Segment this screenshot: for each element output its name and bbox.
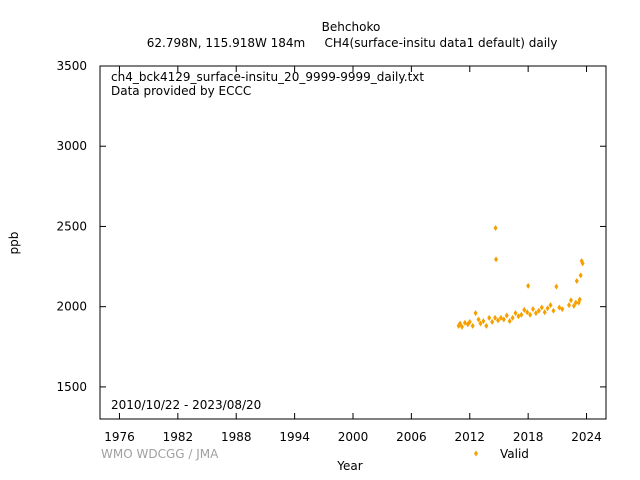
data-point: [568, 297, 573, 304]
x-tick-label: 2018: [513, 430, 544, 444]
data-point: [526, 282, 531, 289]
y-tick-label: 2500: [56, 219, 87, 233]
data-point: [519, 311, 524, 318]
series-description: CH4(surface-insitu data1 default) daily: [325, 36, 558, 50]
x-axis-label: Year: [336, 459, 362, 473]
data-point: [545, 305, 550, 312]
data-point: [528, 311, 533, 318]
data-point: [513, 310, 518, 317]
x-tick-label: 1988: [221, 430, 252, 444]
data-point: [467, 318, 472, 325]
data-point: [554, 283, 559, 290]
credit-text: WMO WDCGG / JMA: [101, 447, 219, 461]
data-point: [493, 314, 498, 321]
data-point: [490, 318, 495, 325]
station-name: Behchoko: [322, 20, 381, 34]
data-point: [494, 256, 499, 263]
plot-frame: [99, 65, 607, 420]
x-tick-label: 2024: [571, 430, 602, 444]
data-point: [573, 299, 578, 306]
x-axis: 1976 1982 1988 1994 2000 2006 2012 2018 2024: [104, 66, 602, 444]
data-point: [507, 318, 512, 325]
data-filename: ch4_bck4129_surface-insitu_20_9999-9999_…: [111, 70, 424, 84]
data-point: [473, 310, 478, 317]
legend-label: Valid: [500, 447, 529, 461]
x-tick-label: 1994: [279, 430, 310, 444]
data-point: [548, 302, 553, 309]
y-tick-label: 1500: [56, 380, 87, 394]
data-point: [531, 306, 536, 313]
station-coords: 62.798N, 115.918W 184m: [147, 36, 306, 50]
data-point: [476, 316, 481, 323]
data-point: [567, 302, 572, 309]
data-point: [504, 312, 509, 319]
data-point: [571, 302, 576, 309]
data-provider: Data provided by ECCC: [111, 84, 251, 98]
data-point: [481, 318, 486, 325]
data-point: [522, 306, 527, 313]
y-axis: 1500 2000 2500 3000 3500: [56, 59, 606, 394]
data-point: [470, 322, 475, 329]
data-point: [578, 272, 583, 279]
data-point: [536, 307, 541, 314]
data-point: [478, 320, 483, 327]
data-point: [510, 314, 515, 321]
data-point: [542, 309, 547, 316]
y-axis-label: ppb: [7, 232, 21, 255]
date-range: 2010/10/22 - 2023/08/20: [111, 398, 261, 412]
x-tick-label: 2000: [338, 430, 369, 444]
data-point: [539, 304, 544, 311]
data-point: [458, 320, 463, 327]
data-point: [577, 296, 582, 303]
data-point: [574, 278, 579, 285]
data-point: [484, 322, 489, 329]
data-point: [551, 307, 556, 314]
data-point: [495, 317, 500, 324]
data-point: [459, 323, 464, 330]
data-point: [487, 314, 492, 321]
data-point: [501, 316, 506, 323]
x-tick-label: 1982: [163, 430, 194, 444]
x-tick-label: 1976: [104, 430, 135, 444]
data-point: [525, 309, 530, 316]
data-series-valid: [456, 225, 585, 330]
y-tick-label: 3500: [56, 59, 87, 73]
legend: Valid: [474, 447, 529, 461]
data-point: [560, 306, 565, 313]
x-tick-label: 2006: [396, 430, 427, 444]
data-point: [493, 225, 498, 232]
data-point: [580, 260, 585, 267]
data-point: [533, 310, 538, 317]
y-tick-label: 2000: [56, 300, 87, 314]
y-tick-label: 3000: [56, 139, 87, 153]
x-tick-label: 2012: [454, 430, 485, 444]
legend-marker: [474, 450, 478, 457]
